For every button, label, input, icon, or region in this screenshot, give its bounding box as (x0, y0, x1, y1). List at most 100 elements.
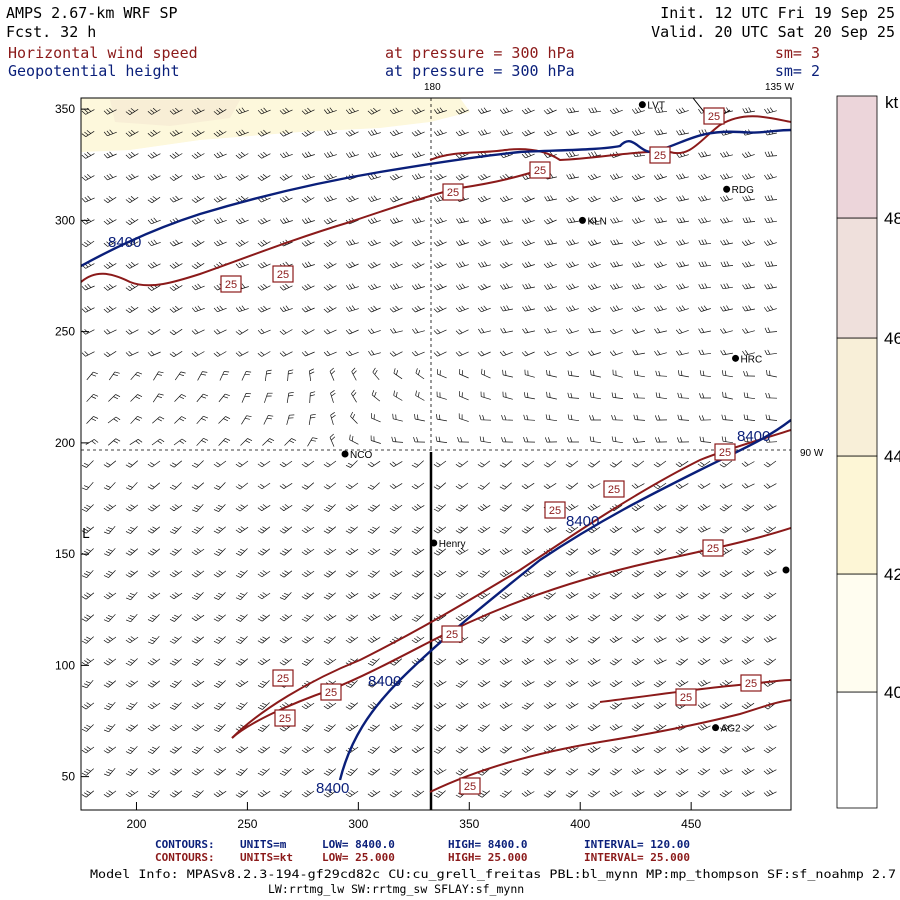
wind-barb (103, 723, 116, 733)
wind-barb (389, 351, 403, 357)
wind-barb (125, 658, 138, 666)
wind-contours (81, 115, 791, 793)
wind-barb (763, 548, 777, 556)
wind-barb (196, 393, 209, 403)
x-tick-label: 250 (237, 817, 257, 831)
wind-barb (412, 328, 425, 334)
wind-barb (174, 394, 187, 402)
y-tick-label: 250 (55, 325, 75, 339)
wind-barb (697, 614, 711, 622)
wind-barb (433, 460, 447, 468)
wind-barb (81, 460, 94, 468)
wind-barb (411, 107, 425, 115)
wind-barb (521, 460, 535, 468)
wind-barb (763, 569, 777, 577)
wind-barb (521, 657, 535, 665)
wind-barb (103, 151, 117, 159)
wind-barb (631, 679, 645, 687)
wind-barb (301, 658, 314, 666)
wind-barb (108, 371, 120, 381)
wind-barb (741, 151, 755, 158)
wind-barb (523, 436, 536, 443)
wind-barb (631, 460, 645, 468)
wind-barb (478, 129, 491, 136)
wind-barb (103, 790, 117, 798)
wind-barb (346, 151, 359, 158)
wind-barb (433, 526, 447, 534)
wind-barb (414, 413, 425, 422)
wind-barb (169, 195, 183, 203)
wind-barb (610, 305, 623, 312)
colorbar-unit: kt (885, 93, 899, 112)
wind-barb (610, 283, 623, 290)
wind-barb (235, 239, 249, 247)
wind-barb (719, 504, 733, 512)
wind-label-text: 25 (719, 447, 731, 459)
wind-barb (257, 283, 271, 291)
wind-barb (500, 283, 513, 290)
wind-barb (125, 129, 139, 137)
wind-barb (367, 592, 381, 600)
wind-barb (609, 570, 623, 577)
wind-barb (565, 350, 579, 357)
wind-barb (742, 217, 756, 223)
wind-barb (763, 658, 777, 666)
wind-barb (169, 351, 183, 357)
wind-barb (302, 261, 315, 268)
wind-barb (191, 702, 205, 710)
wind-barb (742, 195, 755, 202)
wind-barb (301, 173, 315, 181)
wind-barb (147, 196, 161, 204)
wind-barb (147, 570, 161, 578)
wind-barb (521, 350, 535, 357)
wind-barb (763, 746, 777, 754)
wind-barb (741, 724, 755, 732)
wind-barb (697, 636, 711, 644)
wind-barb (257, 658, 271, 666)
wind-barb (477, 614, 490, 622)
wind-barb (125, 680, 139, 688)
colorbar-segment (836, 455, 878, 575)
wind-barb (433, 548, 447, 556)
wind-barb (502, 391, 513, 400)
wind-barb (81, 614, 95, 622)
wind-barb (367, 195, 381, 202)
wind-barb (235, 790, 249, 798)
wind-barb (367, 239, 381, 247)
wind-barb (191, 614, 205, 622)
wind-barb (720, 261, 734, 267)
wind-barb (631, 525, 645, 533)
wind-barb (345, 195, 359, 203)
wind-barb (411, 460, 424, 468)
wind-barb (257, 504, 271, 511)
wind-barb (610, 173, 623, 180)
wind-barb (521, 702, 534, 710)
wind-barb (565, 702, 579, 709)
wind-barb (241, 415, 252, 425)
wind-barb (499, 151, 513, 159)
wind-barb (367, 746, 380, 754)
wind-barb (411, 636, 425, 644)
wind-barb (631, 592, 645, 599)
wind-label-text: 25 (608, 484, 620, 496)
wind-barb (345, 768, 358, 776)
wind-barb (169, 482, 182, 490)
wind-barb (653, 283, 667, 291)
wind-barb (697, 503, 711, 511)
wind-barb (477, 548, 491, 556)
wind-barb (345, 746, 359, 754)
wind-barb (286, 414, 295, 425)
wind-barb (147, 460, 161, 468)
wind-barb (697, 658, 711, 666)
wind-barb (455, 107, 469, 115)
wind-barb (81, 679, 94, 689)
wind-barb (433, 746, 446, 754)
wind-barb (500, 239, 513, 246)
wind-barb (699, 370, 711, 378)
wind-barb (191, 746, 204, 754)
wind-barb (213, 570, 227, 578)
wind-barb (371, 390, 381, 402)
wind-barb (587, 305, 601, 313)
wind-barb (609, 460, 623, 468)
wind-barb (235, 592, 248, 601)
